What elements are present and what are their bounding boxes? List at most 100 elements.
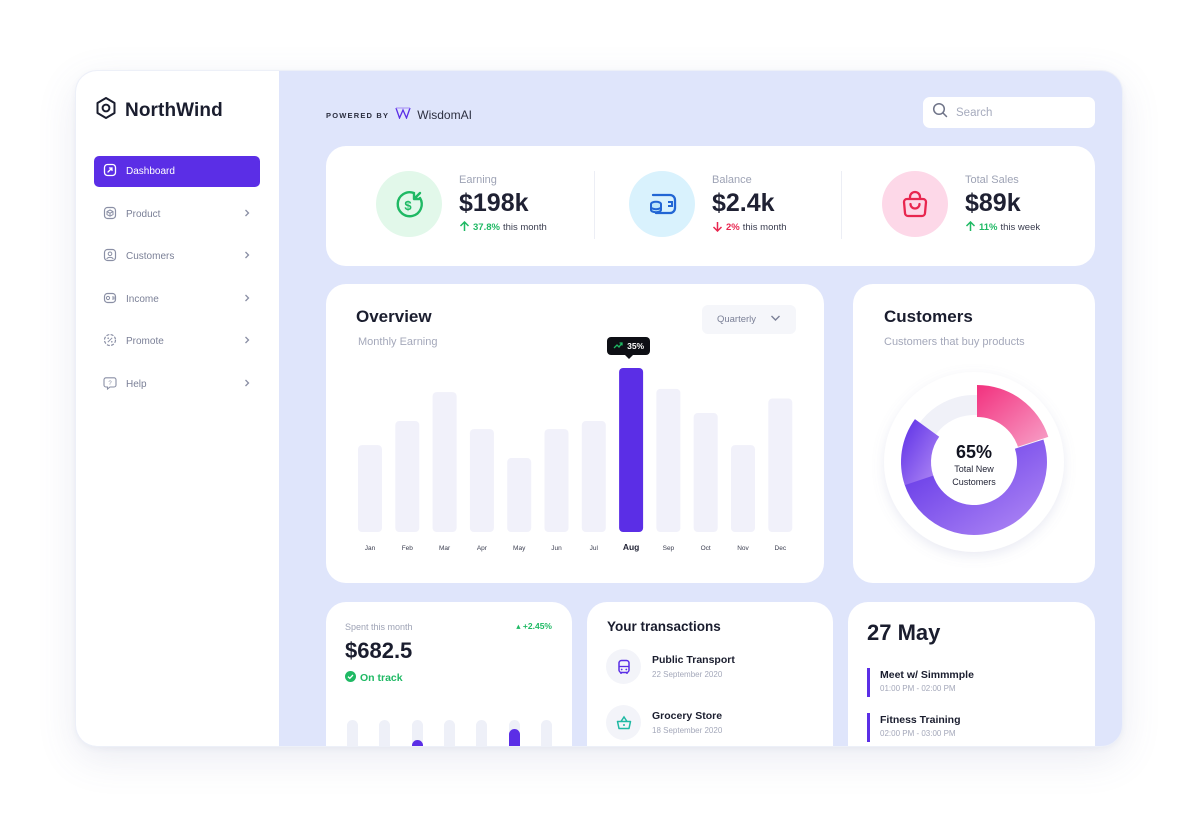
sidebar-nav: Dashboard Product Customers I bbox=[94, 156, 260, 411]
search-input[interactable] bbox=[956, 106, 1076, 119]
donut-segment-pink bbox=[977, 385, 1049, 447]
mini-bar bbox=[411, 720, 423, 746]
x-tick-label: Jun bbox=[551, 545, 562, 552]
bar-aug[interactable] bbox=[619, 368, 644, 532]
stat-value: $198k bbox=[459, 188, 529, 217]
mini-bar bbox=[476, 720, 488, 746]
bar-nov[interactable] bbox=[731, 445, 755, 532]
chevron-right-icon bbox=[243, 251, 251, 262]
divider bbox=[841, 171, 842, 239]
on-track-label: On track bbox=[360, 672, 403, 684]
sidebar-item-promote[interactable]: Promote bbox=[94, 326, 260, 357]
bar-sep[interactable] bbox=[656, 388, 681, 532]
partner-name: WisdomAI bbox=[417, 108, 472, 122]
stat-change: 11% this week bbox=[965, 220, 1040, 235]
sidebar-item-dashboard[interactable]: Dashboard bbox=[94, 156, 260, 187]
stats-card: $ Earning $198k 37.8% this month Balance… bbox=[326, 146, 1095, 266]
transaction-item[interactable]: Grocery Store 18 September 2020 bbox=[606, 705, 722, 740]
mini-bar bbox=[443, 720, 455, 746]
bar-may[interactable] bbox=[507, 458, 532, 532]
arrow-up-icon bbox=[459, 220, 470, 235]
chevron-right-icon bbox=[243, 209, 251, 220]
transaction-name: Grocery Store bbox=[652, 710, 723, 722]
svg-text:$: $ bbox=[404, 198, 412, 213]
brand[interactable]: NorthWind bbox=[95, 96, 223, 125]
period-dropdown[interactable]: Quarterly bbox=[702, 305, 796, 334]
sidebar-item-help[interactable]: ? Help bbox=[94, 369, 260, 400]
arrow-down-icon bbox=[712, 221, 723, 235]
bar-oct[interactable] bbox=[693, 413, 718, 532]
customers-title: Customers bbox=[884, 307, 973, 326]
on-track-status: On track bbox=[345, 671, 403, 685]
period-dropdown-value: Quarterly bbox=[716, 314, 757, 325]
bar-jan[interactable] bbox=[358, 445, 382, 532]
hexagon-logo-icon bbox=[95, 96, 117, 125]
event-time: 01:00 PM - 02:00 PM bbox=[880, 684, 956, 693]
bar-apr[interactable] bbox=[469, 429, 494, 532]
sidebar-item-product[interactable]: Product bbox=[94, 199, 260, 230]
donut-label-line1: Total New bbox=[954, 464, 994, 474]
svg-text:?: ? bbox=[108, 381, 112, 387]
spent-change: ▴ +2.45% bbox=[516, 621, 552, 632]
sidebar-item-label: Income bbox=[126, 293, 159, 305]
coins-icon bbox=[629, 171, 695, 237]
stat-label: Earning bbox=[459, 173, 497, 186]
powered-by-label: POWERED BY bbox=[326, 110, 390, 120]
sidebar-item-income[interactable]: Income bbox=[94, 284, 260, 315]
bar-mar[interactable] bbox=[432, 392, 457, 532]
stat-change-suffix: this month bbox=[502, 222, 547, 233]
x-tick-label: Jan bbox=[365, 545, 376, 552]
mini-bar bbox=[508, 720, 520, 746]
customers-donut-chart bbox=[884, 372, 1064, 552]
donut-percent: 65% bbox=[955, 442, 993, 462]
search-box[interactable] bbox=[923, 97, 1095, 128]
stat-earning: $ Earning $198k 37.8% this month bbox=[376, 171, 547, 237]
cube-icon bbox=[103, 206, 117, 223]
sidebar-item-customers[interactable]: Customers bbox=[94, 241, 260, 272]
mini-bar bbox=[540, 720, 552, 746]
bar-feb[interactable] bbox=[395, 421, 420, 532]
transactions-card: Your transactions Public Transport 22 Se… bbox=[587, 602, 833, 746]
stat-change-pct: 11% bbox=[979, 222, 998, 233]
percent-badge-icon bbox=[103, 333, 117, 350]
stat-change: 2% this month bbox=[712, 221, 787, 235]
sidebar-item-label: Customers bbox=[126, 251, 175, 262]
wisdomai-logo-icon bbox=[395, 106, 411, 124]
calendar-event[interactable]: Fitness Training 02:00 PM - 03:00 PM bbox=[867, 713, 1067, 742]
transaction-item[interactable]: Public Transport 22 September 2020 bbox=[606, 649, 735, 684]
x-tick-label: Dec bbox=[775, 545, 787, 552]
stat-total-sales: Total Sales $89k 11% this week bbox=[882, 171, 1040, 237]
dashboard-icon bbox=[103, 163, 117, 180]
donut-segment-new bbox=[904, 439, 1047, 535]
chevron-right-icon bbox=[243, 294, 251, 305]
basket-icon bbox=[606, 705, 641, 740]
x-tick-label: Apr bbox=[477, 545, 488, 552]
sidebar-item-label: Promote bbox=[126, 336, 164, 347]
spent-value: $682.5 bbox=[345, 638, 413, 663]
bar-dec[interactable] bbox=[768, 398, 793, 532]
spent-change-value: +2.45% bbox=[522, 621, 552, 631]
x-tick-label: Aug bbox=[623, 542, 640, 552]
overview-title: Overview bbox=[356, 307, 432, 326]
calendar-date: 27 May bbox=[867, 620, 941, 645]
triangle-up-icon: ▴ bbox=[516, 621, 521, 631]
bar-jun[interactable] bbox=[544, 429, 569, 532]
app-window: NorthWind Dashboard Product Custom bbox=[75, 70, 1123, 747]
chevron-right-icon bbox=[243, 336, 251, 347]
stat-change-pct: 37.8% bbox=[473, 222, 500, 233]
brand-name: NorthWind bbox=[125, 99, 223, 121]
spent-label: Spent this month bbox=[345, 622, 413, 632]
donut-label-line2: Customers bbox=[952, 476, 996, 487]
stat-change: 37.8% this month bbox=[459, 220, 547, 235]
arrow-up-icon bbox=[965, 220, 976, 235]
x-tick-label: Mar bbox=[439, 545, 451, 552]
x-tick-label: Nov bbox=[737, 545, 749, 552]
mini-bar-fill bbox=[508, 729, 520, 746]
bar-jul[interactable] bbox=[581, 421, 606, 532]
donut-center: 65% Total New Customers bbox=[916, 442, 1032, 488]
donut-segment-new-tail bbox=[901, 419, 940, 486]
transaction-date: 18 September 2020 bbox=[652, 726, 723, 735]
chevron-right-icon bbox=[243, 379, 251, 390]
calendar-event[interactable]: Meet w/ Simmmple 01:00 PM - 02:00 PM bbox=[867, 668, 1067, 697]
overview-bar-chart: Jan Feb Mar Apr May Jun Jul Aug Sep Oct Nov Dec bbox=[358, 368, 793, 552]
